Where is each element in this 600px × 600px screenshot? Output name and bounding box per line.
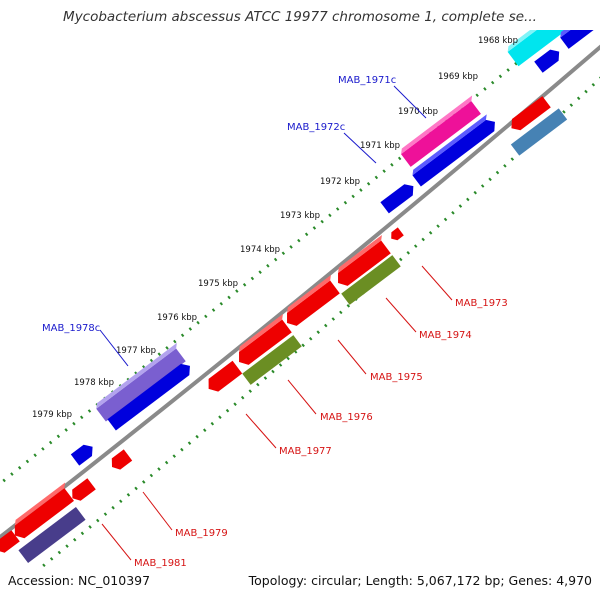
gene-feature-navy[interactable]	[18, 506, 86, 564]
gene-label-mab-1981[interactable]: MAB_1981	[134, 558, 187, 569]
gene-feature-red-1[interactable]	[331, 234, 394, 289]
gene-feature-cyan[interactable]	[505, 0, 585, 67]
gene-feature-red-4[interactable]	[204, 360, 243, 395]
gene-feature-red-7[interactable]	[0, 530, 20, 556]
gene-feature-magenta[interactable]	[399, 95, 485, 167]
tick-labels: 1968 kbp 1969 kbp 1970 kbp 1971 kbp 1972…	[32, 36, 518, 420]
gene-feature-blue-small-top[interactable]	[534, 46, 563, 73]
gene-feature-red-tiny[interactable]	[388, 227, 404, 242]
tick-label-1972: 1972 kbp	[320, 177, 360, 187]
reverse-gene-labels: MAB_1973 MAB_1974 MAB_1975 MAB_1976 MAB_…	[101, 265, 508, 569]
outer-dotted-track	[0, 30, 560, 486]
gene-feature-red-3[interactable]	[232, 313, 295, 368]
genome-stats-text: Topology: circular; Length: 5,067,172 bp…	[248, 573, 592, 588]
tick-label-1974: 1974 kbp	[240, 245, 280, 255]
gene-feature-blue-long-2[interactable]	[107, 360, 194, 431]
tick-label-1977: 1977 kbp	[116, 346, 156, 356]
gene-label-mab-1978c[interactable]: MAB_1978c	[42, 323, 100, 334]
forward-gene-labels: MAB_1971c MAB_1972c MAB_1978c	[42, 75, 427, 367]
gene-feature-blue-long[interactable]	[410, 113, 499, 187]
gene-label-mab-1979[interactable]: MAB_1979	[175, 528, 228, 539]
inner-dotted-track	[35, 76, 600, 570]
gene-feature-blue-top[interactable]	[558, 6, 600, 49]
gene-feature-olive-2[interactable]	[242, 335, 302, 385]
gene-label-mab-1975[interactable]: MAB_1975	[370, 372, 423, 383]
gene-feature-purple[interactable]	[94, 342, 189, 422]
tick-label-1979: 1979 kbp	[32, 410, 72, 420]
tick-label-1976: 1976 kbp	[157, 313, 197, 323]
tick-label-1968: 1968 kbp	[478, 36, 518, 46]
gene-label-mab-1971c[interactable]: MAB_1971c	[338, 75, 396, 86]
gene-feature-red-6[interactable]	[68, 478, 96, 504]
tick-label-1978: 1978 kbp	[74, 378, 114, 388]
tick-label-1975: 1975 kbp	[198, 279, 238, 289]
gene-feature-blue-small-2[interactable]	[70, 441, 97, 466]
gene-label-mab-1976[interactable]: MAB_1976	[320, 412, 373, 423]
gene-feature-red-2[interactable]	[280, 274, 343, 329]
gene-feature-red-5[interactable]	[8, 482, 78, 542]
tick-label-1970: 1970 kbp	[398, 107, 438, 117]
gene-feature-red-small[interactable]	[108, 449, 133, 472]
tick-label-1971: 1971 kbp	[360, 141, 400, 151]
accession-text: Accession: NC_010397	[8, 573, 151, 588]
map-title: Mycobacterium abscessus ATCC 19977 chrom…	[63, 9, 537, 25]
gene-label-mab-1972c[interactable]: MAB_1972c	[287, 122, 345, 133]
gene-label-mab-1973[interactable]: MAB_1973	[455, 298, 508, 309]
tick-label-1969: 1969 kbp	[438, 72, 478, 82]
gene-label-mab-1977[interactable]: MAB_1977	[279, 446, 332, 457]
gene-feature-red-top[interactable]	[507, 96, 551, 134]
gene-label-mab-1974[interactable]: MAB_1974	[419, 330, 472, 341]
tick-label-1973: 1973 kbp	[280, 211, 320, 221]
gene-feature-steel[interactable]	[510, 108, 568, 156]
gene-feature-blue-small[interactable]	[380, 181, 417, 214]
chromosome-backbone	[0, 44, 600, 540]
gene-feature-olive-1[interactable]	[341, 255, 401, 305]
